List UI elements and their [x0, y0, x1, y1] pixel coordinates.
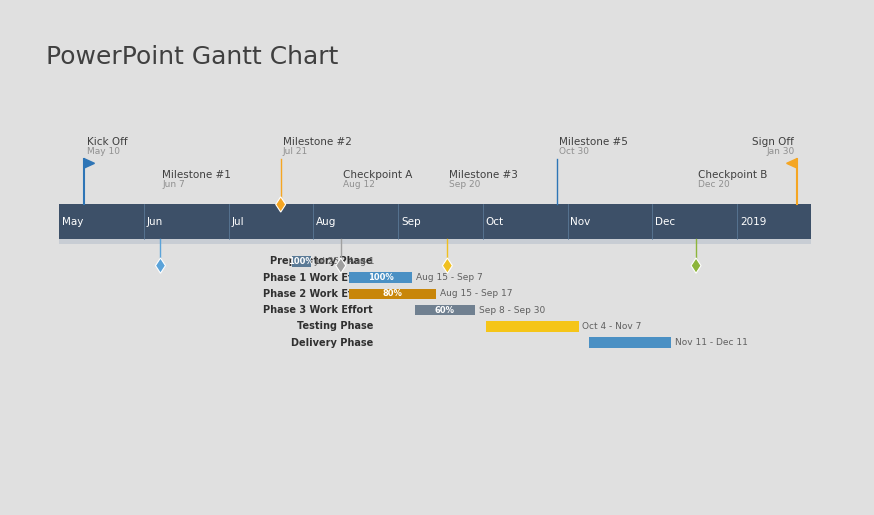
Polygon shape: [84, 159, 94, 168]
Text: Phase 1 Work Effort: Phase 1 Work Effort: [263, 272, 373, 283]
Bar: [486, 321, 579, 332]
Bar: [59, 204, 811, 239]
Text: May: May: [62, 217, 84, 227]
Text: Jul 21: Jul 21: [282, 147, 308, 156]
Text: Milestone #5: Milestone #5: [558, 137, 628, 147]
Text: 100%: 100%: [288, 257, 314, 266]
Polygon shape: [787, 159, 797, 168]
Text: Aug: Aug: [316, 217, 336, 227]
Text: 60%: 60%: [434, 305, 454, 315]
Text: Phase 3 Work Effort: Phase 3 Work Effort: [263, 305, 373, 315]
Text: Oct 4 - Nov 7: Oct 4 - Nov 7: [582, 322, 642, 331]
Text: Aug 15 - Sep 17: Aug 15 - Sep 17: [440, 289, 513, 298]
Text: Sign Off: Sign Off: [753, 137, 794, 147]
Text: Sep 8 - Sep 30: Sep 8 - Sep 30: [479, 305, 545, 315]
Text: Aug 15 - Sep 7: Aug 15 - Sep 7: [416, 273, 482, 282]
Text: PowerPoint Gantt Chart: PowerPoint Gantt Chart: [46, 45, 338, 69]
Bar: [589, 337, 671, 348]
Text: Delivery Phase: Delivery Phase: [291, 338, 373, 348]
Text: 100%: 100%: [368, 273, 393, 282]
Text: Nov: Nov: [571, 217, 591, 227]
Text: Checkpoint B: Checkpoint B: [698, 169, 767, 180]
Text: Jun 7: Jun 7: [163, 180, 185, 189]
Text: Phase 2 Work Effort: Phase 2 Work Effort: [263, 289, 373, 299]
Polygon shape: [442, 258, 453, 273]
Polygon shape: [691, 258, 701, 273]
Text: Milestone #3: Milestone #3: [449, 169, 518, 180]
Text: Milestone #1: Milestone #1: [163, 169, 232, 180]
Text: Dec: Dec: [656, 217, 676, 227]
Polygon shape: [336, 258, 346, 273]
Text: Preparatory Phase: Preparatory Phase: [270, 256, 373, 266]
Text: Sep: Sep: [401, 217, 420, 227]
Text: Kick Off: Kick Off: [87, 137, 128, 147]
Text: Checkpoint A: Checkpoint A: [343, 169, 413, 180]
Bar: [349, 272, 412, 283]
Text: Dec 20: Dec 20: [698, 180, 730, 189]
Text: 2019: 2019: [740, 217, 766, 227]
Polygon shape: [156, 258, 165, 273]
Text: May 10: May 10: [87, 147, 120, 156]
Bar: [59, 237, 811, 244]
Text: Aug 12: Aug 12: [343, 180, 375, 189]
Text: Jul: Jul: [232, 217, 245, 227]
Bar: [292, 256, 311, 267]
Text: Sep 20: Sep 20: [449, 180, 481, 189]
Text: Oct 30: Oct 30: [558, 147, 588, 156]
Bar: [414, 305, 475, 315]
Text: Nov 11 - Dec 11: Nov 11 - Dec 11: [676, 338, 748, 347]
Text: Jan 30: Jan 30: [766, 147, 794, 156]
Polygon shape: [275, 197, 286, 212]
Text: Milestone #2: Milestone #2: [282, 137, 351, 147]
Text: Oct: Oct: [486, 217, 504, 227]
Bar: [349, 288, 436, 299]
Text: Jun: Jun: [147, 217, 163, 227]
Text: Jul 25 - Aug 1: Jul 25 - Aug 1: [315, 257, 375, 266]
Text: Testing Phase: Testing Phase: [296, 321, 373, 331]
Text: 80%: 80%: [383, 289, 403, 298]
